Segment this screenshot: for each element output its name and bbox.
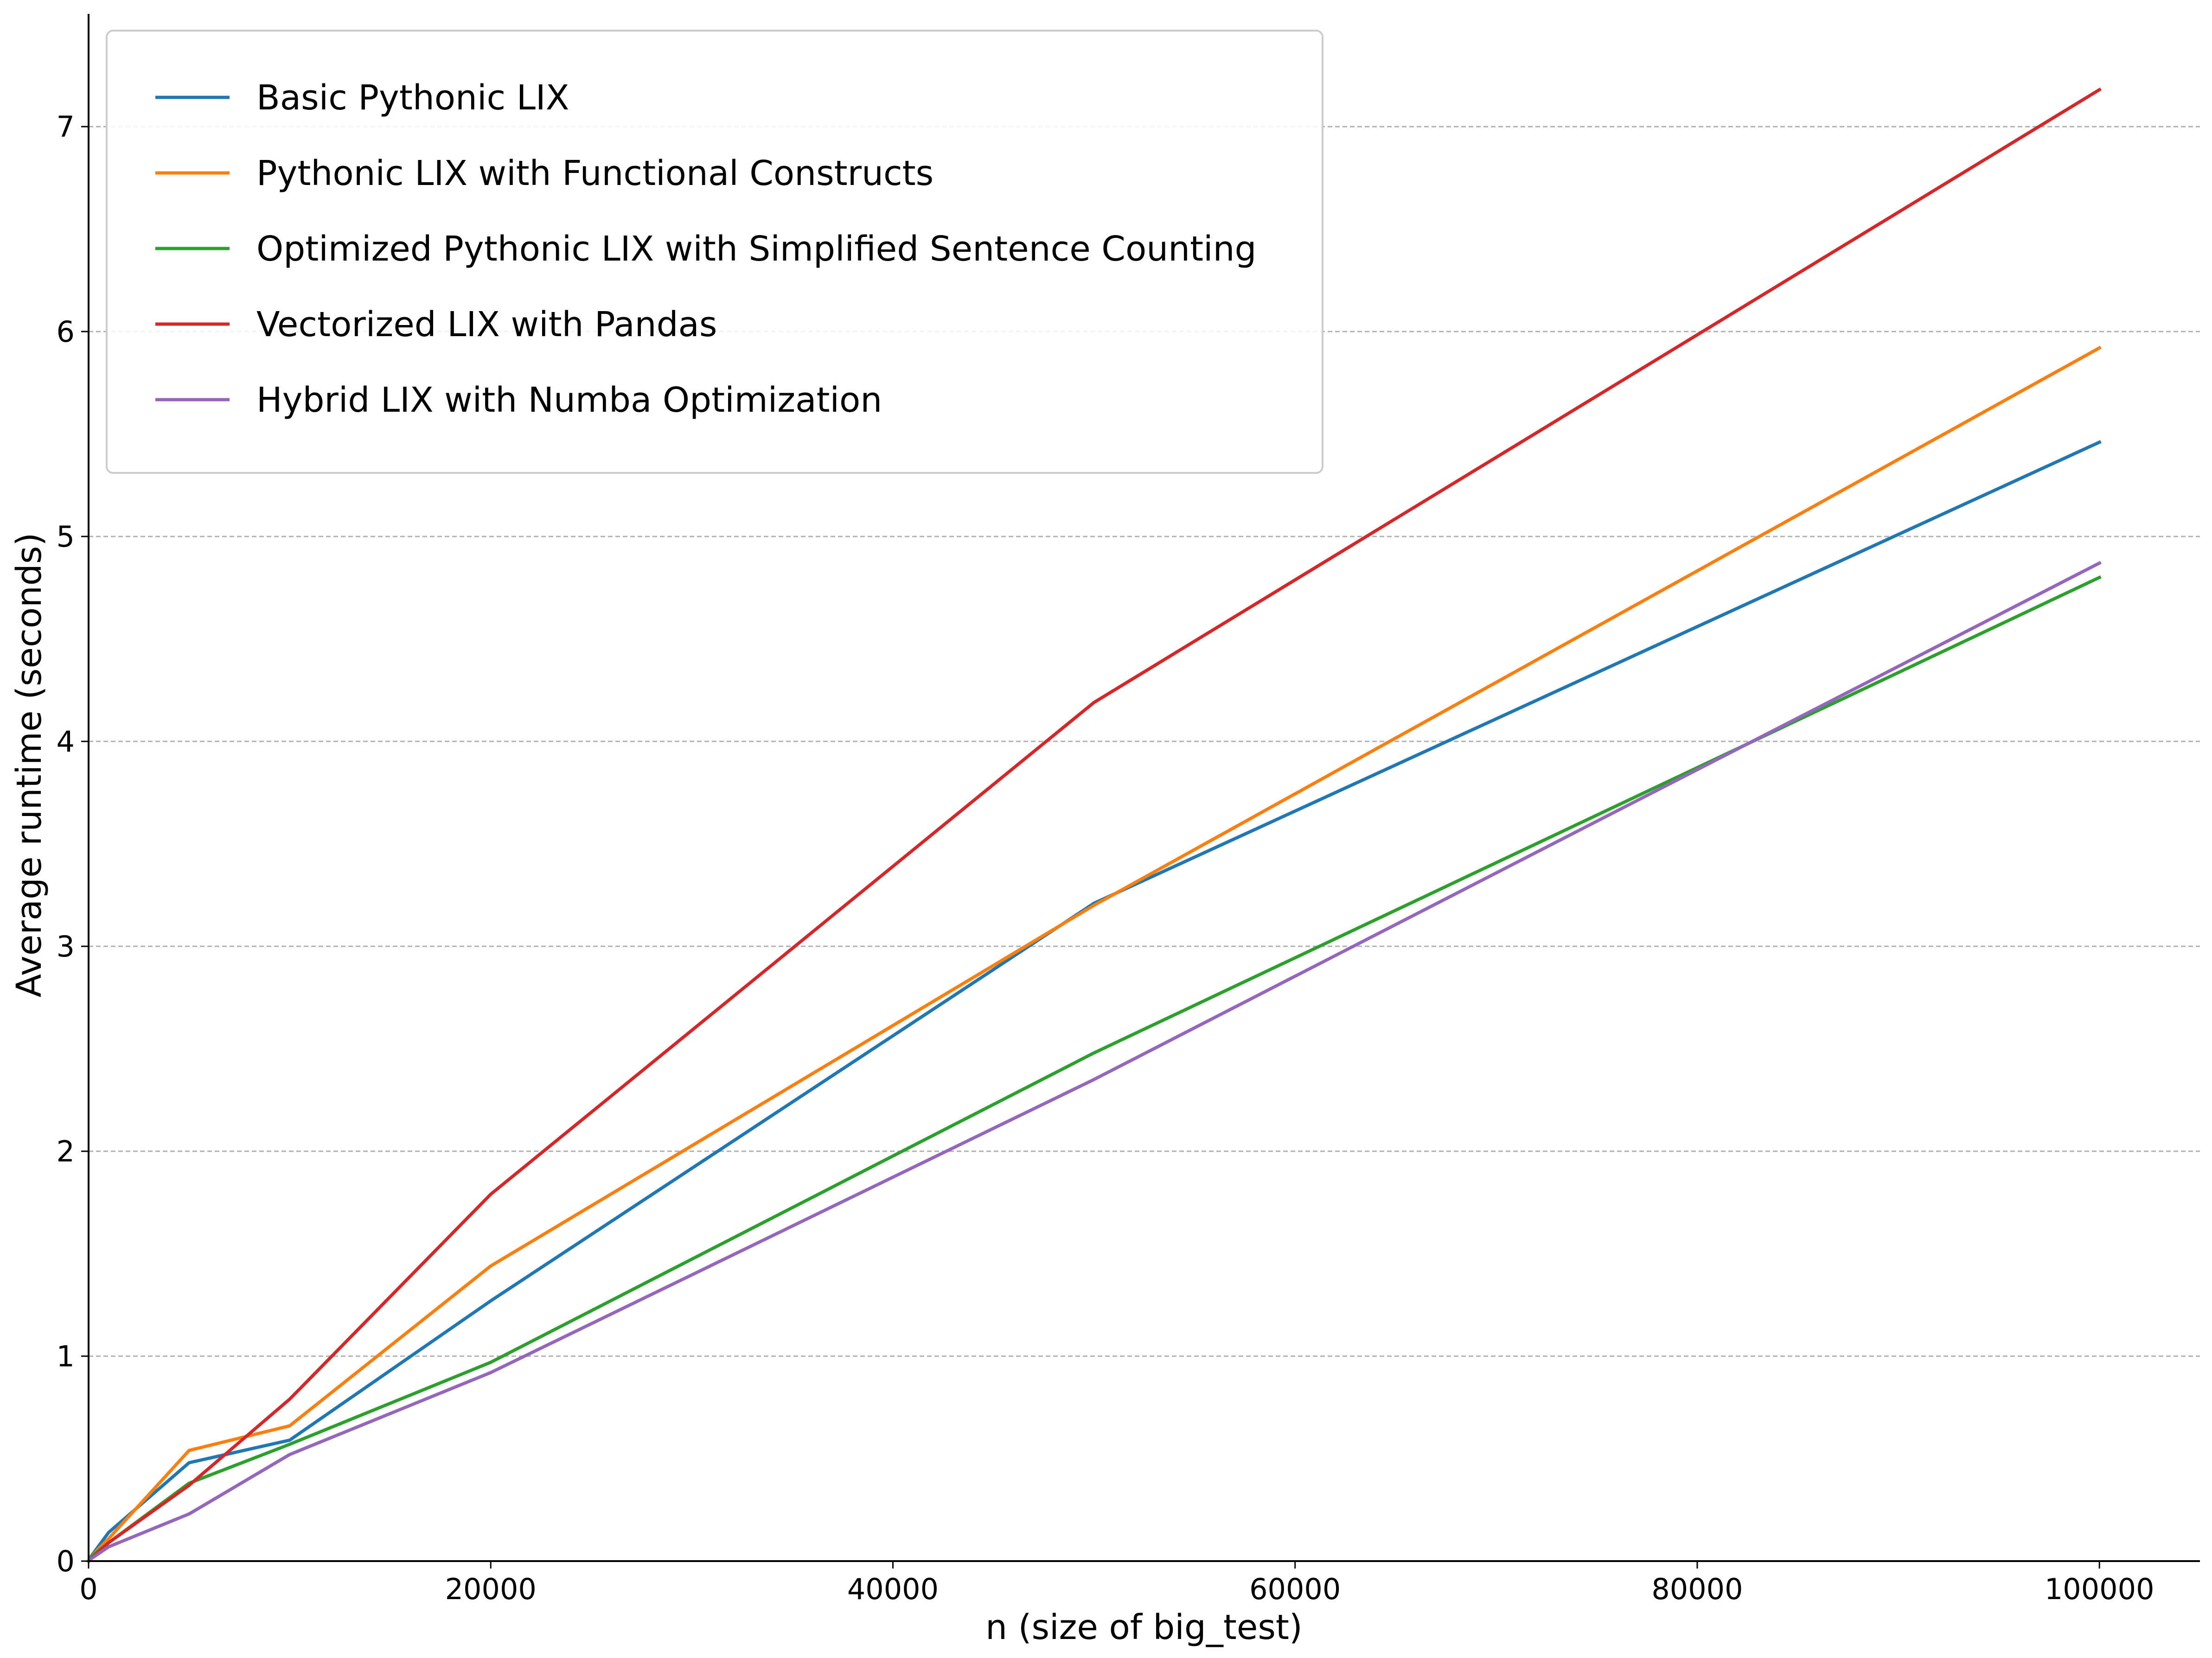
x-axis-label: n (size of big_test) [985, 1607, 1303, 1647]
legend-entries: Basic Pythonic LIX Pythonic LIX with Func… [155, 78, 1256, 420]
legend-label: Basic Pythonic LIX [256, 78, 569, 118]
series-line-5 [86, 561, 2102, 1563]
ticks-layer: 0 1 2 3 4 5 6 7 0 20000 40000 60000 80000 100000 [57, 110, 2154, 1606]
legend: Basic Pythonic LIX Pythonic LIX with Func… [106, 30, 1323, 474]
axes-layer [88, 14, 2200, 1562]
x-tick-label: 40000 [847, 1572, 939, 1606]
legend-label: Pythonic LIX with Functional Constructs [256, 153, 933, 193]
y-tick-label: 4 [57, 725, 75, 759]
legend-label: Hybrid LIX with Numba Optimization [256, 380, 882, 420]
legend-frame [106, 30, 1323, 474]
y-tick-label: 6 [57, 315, 75, 349]
x-tick-label: 60000 [1249, 1572, 1341, 1606]
y-tick-label: 5 [57, 520, 75, 554]
y-tick-label: 2 [57, 1135, 75, 1168]
x-tick-label: 0 [79, 1572, 97, 1606]
legend-label: Optimized Pythonic LIX with Simplified S… [256, 229, 1256, 269]
x-tick-label: 20000 [445, 1572, 537, 1606]
y-tick-label: 0 [57, 1544, 75, 1578]
x-tick-label: 80000 [1651, 1572, 1743, 1606]
y-axis-label: Average runtime (seconds) [9, 533, 49, 998]
legend-label: Vectorized LIX with Pandas [256, 305, 717, 344]
x-tick-label: 100000 [2045, 1572, 2154, 1606]
series-layer [86, 87, 2102, 1563]
y-tick-label: 7 [57, 110, 75, 144]
y-tick-label: 3 [57, 930, 75, 963]
y-tick-label: 1 [57, 1339, 75, 1373]
